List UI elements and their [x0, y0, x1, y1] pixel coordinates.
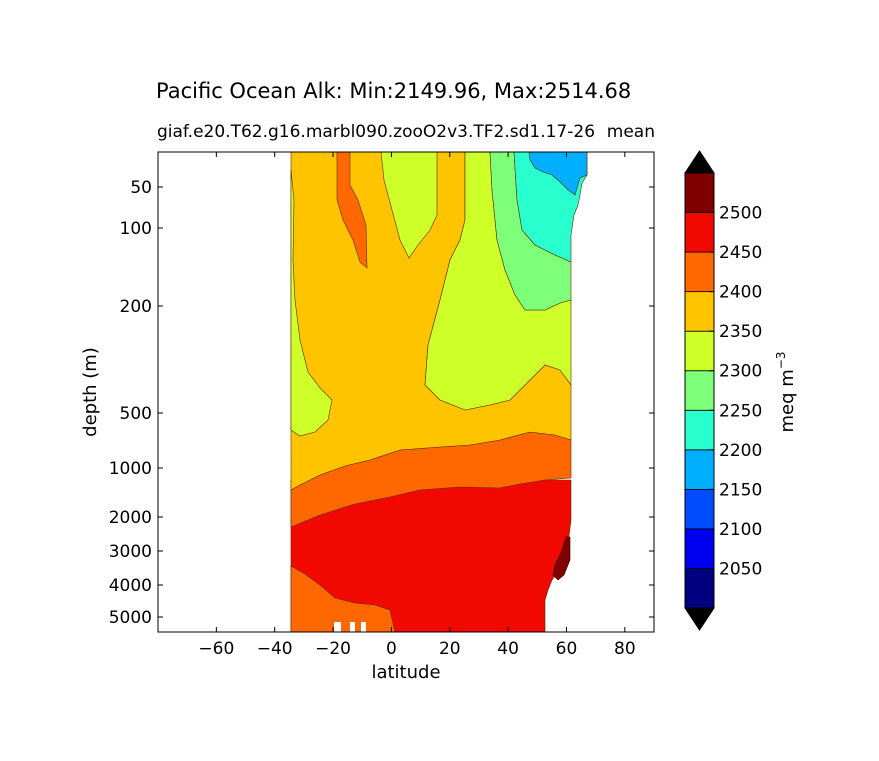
- plot-area: [157, 151, 655, 633]
- bathymetry-gap: [334, 622, 341, 632]
- colorbar-swatch: [684, 528, 715, 569]
- x-tick-label: −40: [257, 639, 293, 659]
- colorbar-frame: [684, 172, 715, 609]
- colorbar-label: meq m−3: [774, 352, 798, 433]
- x-axis: −60 −40 −20 0 20 40 60 80: [198, 152, 636, 659]
- colorbar-tick-label: 2200: [719, 441, 762, 461]
- colorbar-label-exponent: −3: [774, 352, 788, 370]
- y-axis-label: depth (m): [80, 347, 101, 437]
- chart-title: Pacific Ocean Alk: Min:2149.96, Max:2514…: [156, 79, 631, 103]
- colorbar-swatch: [684, 251, 715, 293]
- colorbar-tick-label: 2150: [719, 480, 762, 500]
- colorbar-swatch: [684, 172, 715, 213]
- y-tick-label: 3000: [109, 542, 152, 562]
- colorbar-tick-label: 2300: [719, 362, 762, 382]
- y-tick-label: 500: [120, 404, 152, 424]
- colorbar-swatch: [684, 212, 715, 253]
- x-tick-label: 40: [497, 639, 519, 659]
- colorbar-extend-max: [684, 150, 715, 174]
- y-tick-label: 200: [120, 297, 152, 317]
- x-tick-label: 0: [386, 639, 397, 659]
- colorbar-swatch: [684, 568, 715, 609]
- x-tick-label: −20: [315, 639, 351, 659]
- colorbar-tick-label: 2450: [719, 243, 762, 263]
- colorbar-label-text: meq m: [777, 369, 798, 432]
- colorbar-tick-label: 2100: [719, 520, 762, 540]
- chart-subtitle-right: mean: [607, 122, 655, 142]
- contour-fill: [290, 152, 588, 632]
- y-axis: 50 100 200 500 1000 2000 3000 4000 5000: [109, 178, 654, 628]
- chart-subtitle-left: giaf.e20.T62.g16.marbl090.zooO2v3.TF2.sd…: [157, 122, 595, 142]
- bathymetry-gap: [350, 622, 355, 632]
- colorbar-swatch: [684, 370, 715, 411]
- x-tick-label: −60: [198, 639, 234, 659]
- x-tick-label: 80: [614, 639, 636, 659]
- colorbar: 2050 2100 2150 2200 2250 2300 2350 2400 2450 2500: [684, 150, 762, 631]
- colorbar-tick-label: 2250: [719, 401, 762, 421]
- x-axis-label: latitude: [371, 662, 440, 683]
- y-tick-label: 5000: [109, 608, 152, 628]
- contour-region-2400-south-bottom: [290, 565, 396, 632]
- colorbar-swatch: [684, 409, 715, 451]
- y-tick-label: 4000: [109, 576, 152, 596]
- colorbar-tick-label: 2350: [719, 322, 762, 342]
- colorbar-tick-label: 2500: [719, 204, 762, 224]
- colorbar-swatch: [684, 330, 715, 372]
- x-tick-label: 20: [439, 639, 461, 659]
- contour-region-2300-equator: [380, 152, 438, 259]
- contour-region-2150: [528, 152, 588, 196]
- contour-region-2500: [552, 536, 571, 581]
- y-tick-label: 2000: [109, 508, 152, 528]
- y-tick-label: 100: [120, 219, 152, 239]
- bathymetry-gap: [361, 622, 366, 632]
- colorbar-swatch: [684, 488, 715, 530]
- plot-frame: [157, 151, 655, 633]
- colorbar-tick-label: 2050: [719, 559, 762, 579]
- colorbar-extend-min: [684, 607, 715, 631]
- colorbar-swatch: [684, 291, 715, 332]
- x-tick-label: 60: [556, 639, 578, 659]
- colorbar-swatch: [684, 449, 715, 490]
- colorbar-tick-label: 2400: [719, 283, 762, 303]
- contour-region-2300-south: [290, 169, 333, 437]
- y-tick-label: 50: [130, 178, 152, 198]
- contour-region-2400-streak: [336, 152, 368, 269]
- y-tick-label: 1000: [109, 459, 152, 479]
